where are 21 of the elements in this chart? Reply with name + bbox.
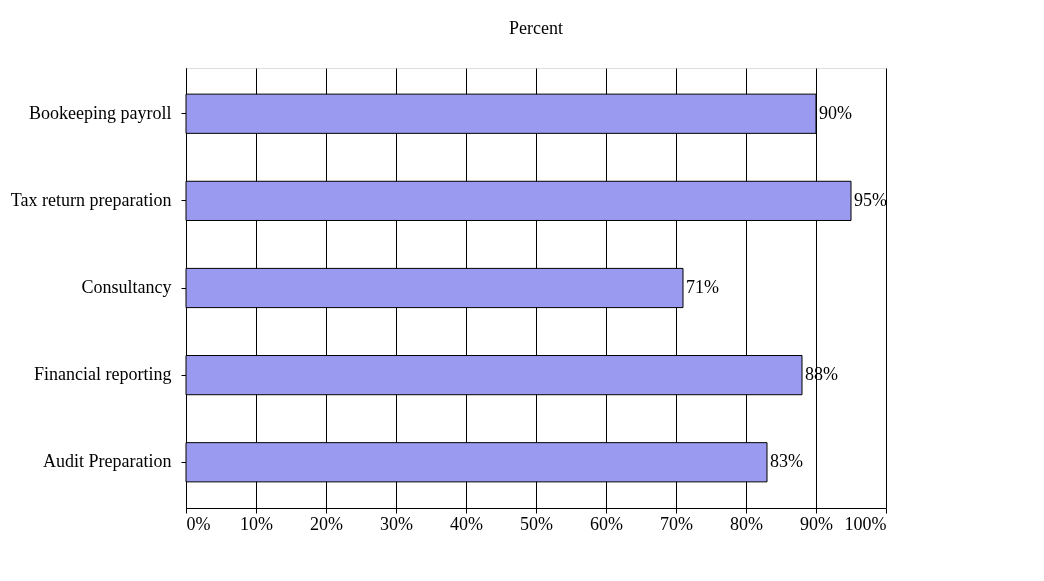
x-tick-label: 50% (520, 513, 553, 534)
x-tick-label: 10% (240, 513, 273, 534)
x-tick-label: 70% (660, 513, 693, 534)
y-tick-label: Tax return preparation (10, 189, 172, 210)
x-tick-label: 30% (380, 513, 413, 534)
x-tick-label: 80% (730, 513, 763, 534)
data-label: 83% (770, 451, 803, 472)
x-tick-label: 40% (450, 513, 483, 534)
data-label: 95% (854, 189, 887, 210)
data-label: 71% (686, 277, 719, 297)
data-label: 90% (819, 102, 852, 123)
y-tick-label: Financial reporting (34, 364, 172, 385)
x-tick-label: 0% (186, 513, 211, 534)
x-tick-label: 90% (800, 513, 833, 534)
x-tick-label: 100% (844, 513, 887, 534)
chart-title: Percent (509, 18, 563, 38)
x-tick-label: 60% (590, 513, 623, 534)
y-tick-label: Bookeeping payroll (29, 102, 172, 123)
y-tick-label: Audit Preparation (43, 451, 172, 472)
y-tick-label: Consultancy (81, 277, 172, 297)
x-tick-label: 20% (310, 513, 343, 534)
